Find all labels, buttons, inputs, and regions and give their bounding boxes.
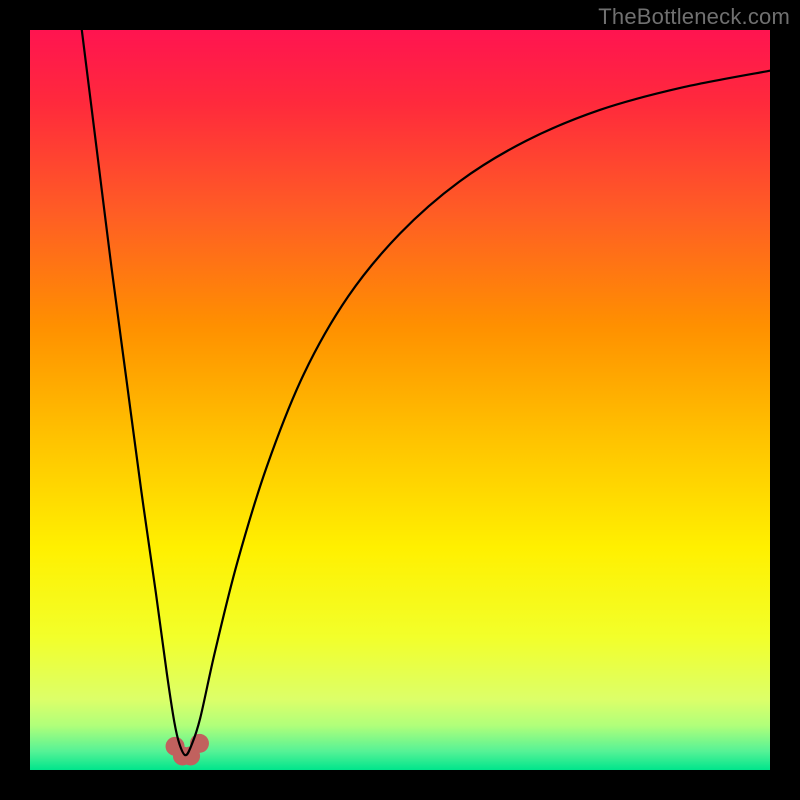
bottleneck-plot: [0, 0, 800, 800]
watermark-text: TheBottleneck.com: [598, 4, 790, 30]
chart-stage: TheBottleneck.com: [0, 0, 800, 800]
plot-background: [30, 30, 770, 770]
plot-frame: [0, 770, 800, 800]
plot-frame: [770, 0, 800, 800]
plot-frame: [0, 0, 30, 800]
